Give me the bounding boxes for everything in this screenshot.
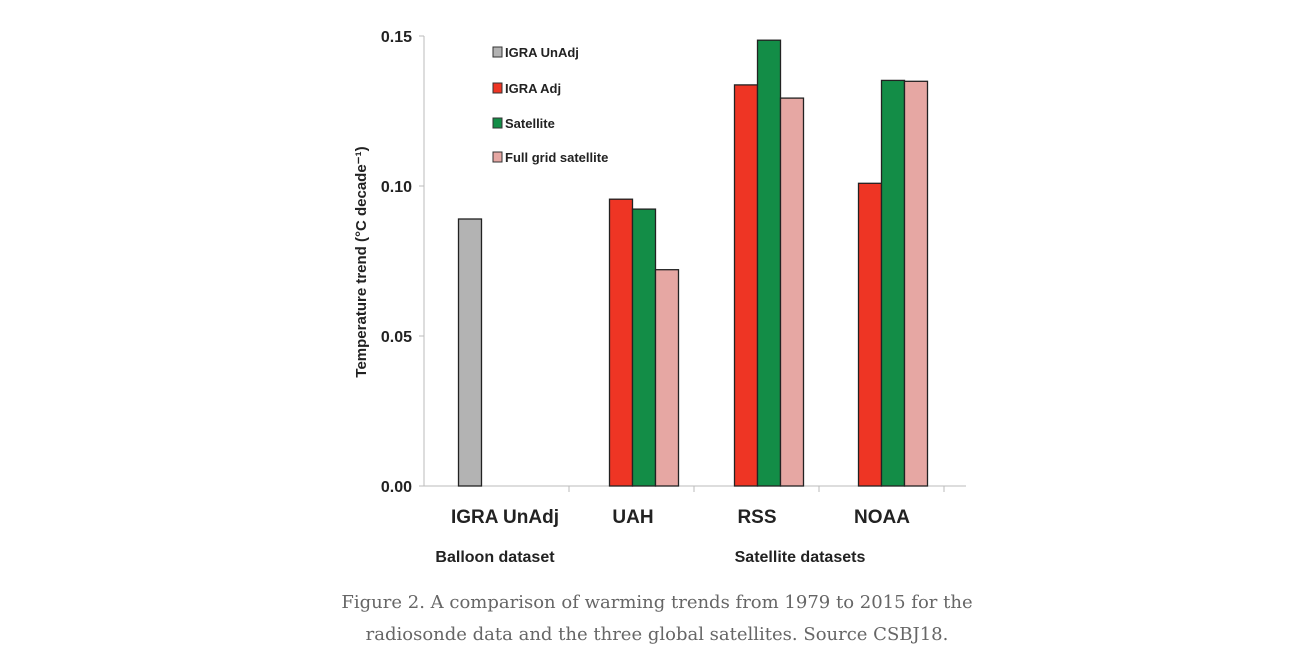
group-label-balloon: Balloon dataset [435,549,555,566]
bar-igra-unadj-igra-unadj [457,218,483,487]
x-tick-label: UAH [612,507,653,528]
legend-swatch [492,82,503,94]
bar-uah-satellite [631,208,657,487]
x-tick-label: NOAA [854,507,910,528]
bar-rss-satellite [756,39,782,487]
group-label-satellite: Satellite datasets [735,549,866,566]
y-axis-label: Temperature trend (°C decade⁻¹) [353,146,370,377]
y-tick-label: 0.05 [381,329,412,346]
legend-label: IGRA UnAdj [505,45,579,60]
bar-noaa-satellite [880,79,906,487]
y-tick-label: 0.15 [381,29,412,46]
bar-noaa-full-grid-satellite [903,80,929,487]
caption-line-2: radiosonde data and the three global sat… [365,624,949,645]
bar-rss-full-grid-satellite [779,97,805,487]
legend-swatch [492,151,503,163]
legend-swatch [492,117,503,129]
x-tick-label: IGRA UnAdj [451,507,559,528]
y-tick-label: 0.10 [381,179,412,196]
caption-line-1: Figure 2. A comparison of warming trends… [341,592,973,613]
legend-label: Full grid satellite [505,150,608,165]
bar-chart: 0.00 0.05 0.10 0.15 IGRA UnAdj UAH RSS NOAA Ball… [353,29,966,566]
y-tick-label: 0.00 [381,479,412,496]
legend-label: Satellite [505,116,555,131]
bar-uah-igra-adj [608,198,634,487]
legend-label: IGRA Adj [505,81,561,96]
bar-rss-igra-adj [733,84,759,487]
bar-noaa-igra-adj [857,182,883,487]
x-tick-label: RSS [737,507,776,528]
legend-swatch [492,46,503,58]
bar-uah-full-grid-satellite [654,269,680,487]
